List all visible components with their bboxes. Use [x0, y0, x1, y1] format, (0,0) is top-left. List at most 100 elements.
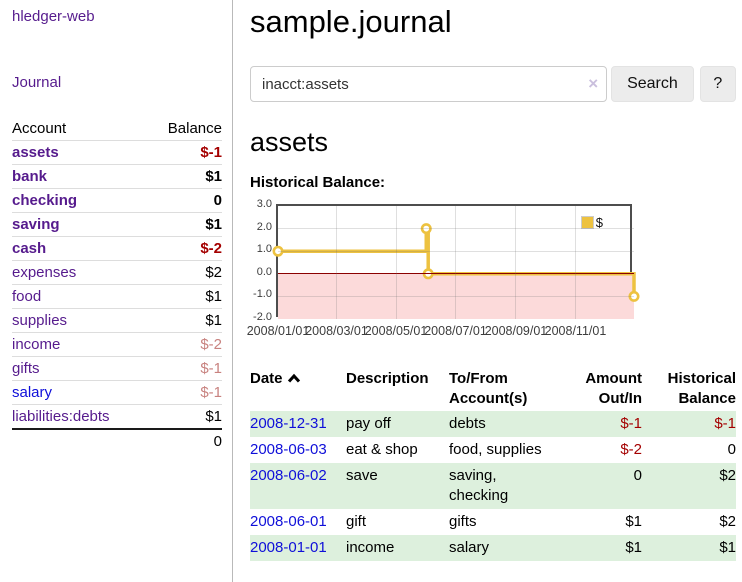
- transaction-row: 2008-01-01 income salary $1 $1: [250, 535, 736, 561]
- sidebar: hledger-web Journal Account Balance asse…: [0, 0, 233, 582]
- balance-column-header: Historical Balance: [667, 370, 736, 407]
- description-column-header: Description: [346, 370, 429, 387]
- transaction-amount: $-2: [620, 441, 642, 458]
- transaction-balance: $2: [719, 513, 736, 530]
- register-header-row: Date Description To/From Account(s) Amou…: [250, 367, 736, 411]
- negative-region: [278, 273, 634, 319]
- transaction-row: 2008-06-03 eat & shop food, supplies $-2…: [250, 437, 736, 463]
- balance-column-header: Balance: [146, 117, 222, 141]
- account-link-checking[interactable]: checking: [12, 192, 78, 209]
- account-balance: $-1: [146, 356, 222, 381]
- transaction-accounts: debts: [449, 415, 486, 432]
- account-link-assets[interactable]: assets: [12, 144, 59, 161]
- account-balance: $-2: [146, 332, 222, 357]
- account-link-income[interactable]: income: [12, 336, 61, 353]
- account-link-cash[interactable]: cash: [12, 240, 47, 257]
- transaction-description: income: [346, 539, 395, 556]
- account-balance: $1: [146, 404, 222, 430]
- search-button[interactable]: Search: [611, 66, 694, 102]
- transaction-balance: $2: [719, 467, 736, 484]
- account-balance: $-1: [146, 140, 222, 165]
- help-button[interactable]: ?: [699, 66, 736, 102]
- account-link-food[interactable]: food: [12, 288, 42, 305]
- register-table: Date Description To/From Account(s) Amou…: [250, 367, 736, 561]
- h-gridline: [278, 295, 634, 297]
- account-link-salary[interactable]: salary: [12, 384, 53, 401]
- account-column-header: Account: [12, 117, 147, 141]
- transaction-balance: 0: [727, 441, 736, 458]
- transaction-date-link[interactable]: 2008-12-31: [250, 415, 327, 432]
- account-link-saving[interactable]: saving: [12, 216, 60, 233]
- v-gridline: [574, 206, 576, 319]
- y-tick-label: 3.0: [256, 198, 272, 210]
- account-link-expenses[interactable]: expenses: [12, 264, 77, 281]
- account-balance: 0: [146, 188, 222, 213]
- y-tick-label: -2.0: [253, 311, 272, 323]
- transaction-date-link[interactable]: 2008-01-01: [250, 539, 327, 556]
- journal-link[interactable]: Journal: [12, 74, 62, 91]
- h-gridline: [278, 228, 634, 230]
- account-row-liabilities-debts: liabilities:debts $1: [12, 404, 222, 430]
- legend-color-swatch: [580, 216, 594, 229]
- x-tick-label: 2008/11/01: [544, 324, 607, 338]
- account-balance: $1: [146, 284, 222, 309]
- accounts-header-row: Account Balance: [12, 117, 222, 141]
- account-link-gifts[interactable]: gifts: [12, 360, 40, 377]
- accounts-total-row: 0: [12, 428, 222, 453]
- y-tick-label: -1.0: [253, 288, 272, 301]
- accounts-total-value: 0: [146, 428, 222, 453]
- y-tick-label: 2.0: [256, 220, 272, 233]
- transaction-accounts: food, supplies: [449, 441, 542, 458]
- search-input[interactable]: [250, 66, 608, 102]
- h-gridline: [278, 250, 634, 252]
- page-title: sample.journal: [250, 4, 452, 39]
- transaction-date-link[interactable]: 2008-06-01: [250, 513, 327, 530]
- account-heading: assets: [250, 127, 329, 157]
- legend-label: $: [595, 215, 603, 230]
- x-tick-label: 2008/07/01: [424, 324, 487, 338]
- transaction-description: gift: [346, 513, 367, 530]
- transaction-amount: 0: [633, 467, 642, 484]
- transaction-accounts: gifts: [449, 513, 477, 530]
- account-link-bank[interactable]: bank: [12, 168, 48, 185]
- account-row-expenses: expenses $2: [12, 260, 222, 285]
- transaction-date-link[interactable]: 2008-06-02: [250, 467, 327, 484]
- transaction-balance: $1: [719, 539, 736, 556]
- account-link-supplies[interactable]: supplies: [12, 312, 68, 329]
- search-form: × Search ?: [250, 66, 736, 102]
- y-tick-label: 1.0: [256, 243, 272, 256]
- account-row-assets: assets $-1: [12, 140, 222, 165]
- nav-journal: Journal: [12, 74, 222, 92]
- account-balance: $1: [146, 212, 222, 237]
- transaction-amount: $1: [625, 513, 642, 530]
- transaction-balance: $-1: [714, 415, 736, 432]
- account-balance: $1: [146, 308, 222, 333]
- account-balance: $1: [146, 164, 222, 189]
- accounts-table: Account Balance assets $-1 bank $1 check…: [12, 117, 222, 453]
- search-input-wrap: ×: [250, 66, 608, 102]
- date-column-header[interactable]: Date: [250, 367, 346, 411]
- account-row-salary: salary $-1: [12, 380, 222, 405]
- sort-ascending-icon: [287, 370, 301, 390]
- transaction-description: pay off: [346, 415, 391, 432]
- account-row-food: food $1: [12, 284, 222, 309]
- zero-line: [278, 273, 634, 275]
- transaction-row: 2008-12-31 pay off debts $-1 $-1: [250, 411, 736, 437]
- chart-title: Historical Balance:: [250, 174, 386, 191]
- transaction-description: save: [346, 467, 378, 484]
- tofrom-column-header: To/From Account(s): [449, 370, 528, 407]
- app-brand: hledger-web: [12, 8, 222, 26]
- clear-search-icon[interactable]: ×: [588, 74, 599, 93]
- transaction-description: eat & shop: [346, 441, 418, 458]
- transaction-accounts: saving, checking: [449, 467, 509, 504]
- transaction-date-link[interactable]: 2008-06-03: [250, 441, 327, 458]
- transaction-row: 2008-06-01 gift gifts $1 $2: [250, 509, 736, 535]
- x-tick-label: 2008/03/01: [305, 324, 368, 338]
- account-row-supplies: supplies $1: [12, 308, 222, 333]
- account-row-cash: cash $-2: [12, 236, 222, 261]
- account-row-checking: checking 0: [12, 188, 222, 213]
- account-row-income: income $-2: [12, 332, 222, 357]
- account-link-liabilities-debts[interactable]: liabilities:debts: [12, 408, 110, 425]
- brand-link[interactable]: hledger-web: [12, 8, 95, 25]
- v-gridline: [455, 206, 456, 319]
